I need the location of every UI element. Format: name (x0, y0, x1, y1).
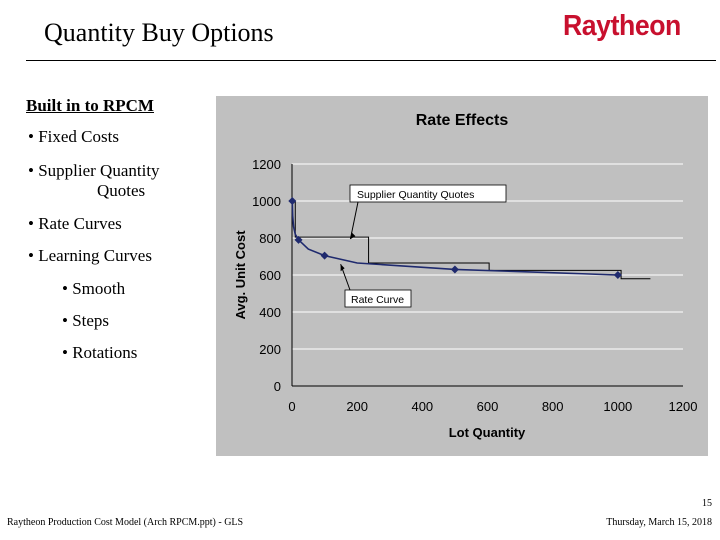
footer-date: Thursday, March 15, 2018 (606, 517, 712, 528)
x-tick-label-200: 200 (346, 399, 368, 414)
rate-curve-point-500 (450, 265, 459, 274)
rate-curve-point-1000 (613, 271, 622, 279)
rate-curve-point-1 (288, 197, 297, 205)
rate-curve-point-100 (320, 251, 329, 260)
x-tick-label-1200: 1200 (669, 399, 698, 414)
bullet-rate-curves: • Rate Curves (28, 214, 122, 233)
annotation-supplier-quotes: Supplier Quantity Quotes (357, 189, 474, 201)
x-tick-label-800: 800 (542, 399, 564, 414)
x-tick-label-600: 600 (477, 399, 499, 414)
y-tick-label-600: 600 (259, 268, 281, 283)
bullet-heading: Built in to RPCM (26, 96, 154, 115)
annotation-box-supplier (349, 184, 507, 203)
bullet-fixed-costs: • Fixed Costs (28, 127, 119, 146)
bullet-learning-curves: • Learning Curves (28, 246, 152, 265)
page-number: 15 (702, 498, 712, 509)
footer-left: Raytheon Production Cost Model (Arch RPC… (7, 517, 244, 528)
bullet-supplier-quantity: • Supplier Quantity (28, 161, 160, 180)
y-tick-label-400: 400 (259, 305, 281, 320)
slide-title: Quantity Buy Options (44, 18, 274, 47)
y-tick-label-200: 200 (259, 342, 281, 357)
sub-bullet-rotations: • Rotations (62, 343, 138, 362)
sub-bullet-steps: • Steps (62, 311, 110, 330)
raytheon-logo: Raytheon (563, 10, 681, 42)
rate-curve-point-20 (294, 235, 303, 244)
annotation-arrowhead-rate (340, 264, 345, 272)
bullet-supplier-quantity-cont: Quotes (97, 181, 146, 200)
y-tick-label-1000: 1000 (252, 194, 281, 209)
y-tick-label-0: 0 (274, 379, 281, 394)
chart-title: Rate Effects (416, 112, 509, 129)
rate-curve-line (291, 200, 618, 276)
x-tick-label-400: 400 (411, 399, 433, 414)
y-axis-label: Avg. Unit Cost (233, 230, 248, 320)
y-tick-label-800: 800 (259, 231, 281, 246)
title-divider (26, 60, 716, 61)
y-tick-label-1200: 1200 (252, 157, 281, 172)
x-tick-label-0: 0 (288, 399, 295, 414)
annotation-rate-curve: Rate Curve (351, 294, 404, 306)
x-tick-label-1000: 1000 (603, 399, 632, 414)
x-axis-label: Lot Quantity (449, 425, 526, 440)
annotation-arrowhead-supplier (350, 232, 356, 240)
sub-bullet-smooth: • Smooth (62, 279, 126, 298)
annotation-box-rate (344, 289, 412, 308)
chart-area (216, 96, 708, 456)
